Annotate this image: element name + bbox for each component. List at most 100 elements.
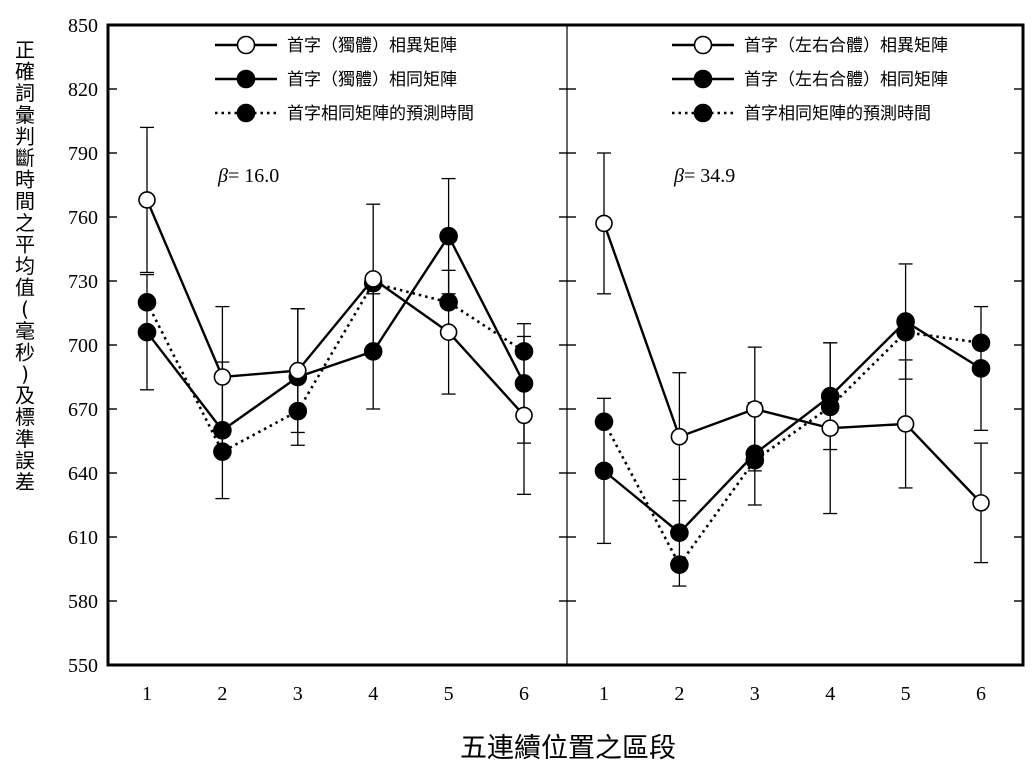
legend-marker [693,103,713,123]
y-axis-label-char: 標 [15,405,35,429]
y-tick-label: 670 [68,399,98,421]
beta-symbol: β [217,165,228,187]
y-axis-label-char: 判 [15,124,35,148]
y-axis-label-char: 及 [15,384,35,408]
y-tick-label: 730 [68,271,98,293]
x-axis: 1 2 3 4 5 6 1 2 3 4 5 6 [142,683,986,705]
legend-marker [236,103,256,123]
y-axis-label-char: 均 [15,254,35,278]
y-axis-label-char: 毫 [15,319,35,343]
data-point [213,368,232,386]
x-tick-label: 4 [368,683,378,705]
legend-label: 首字相同矩陣的預測時間 [744,104,931,124]
y-axis-label-char: 斷 [15,146,35,170]
data-point [137,322,157,342]
x-tick-label: 6 [519,683,529,705]
x-axis-label: 五連續位置之區段 [460,733,676,764]
series-line [602,223,982,504]
data-point [745,400,764,418]
x-tick-label: 6 [976,683,986,705]
legend-label: 首字（獨體）相異矩陣 [287,36,457,56]
data-point [896,312,915,331]
series-line [145,199,525,417]
series-line [602,330,982,568]
data-point [363,342,383,361]
legend-label: 首字（獨體）相同矩陣 [287,70,457,90]
x-tick-label: 3 [293,683,303,705]
beta-annotation: β= 16.0 [217,165,279,187]
y-axis-label-char: 之 [15,211,35,235]
data-point [972,494,990,512]
y-axis: 550 580 610 640 670 700 730 760 790 820 850 [68,15,1023,677]
beta-value: = 34.9 [684,165,735,187]
y-axis-label-char: ) [21,362,29,386]
y-tick-label: 790 [68,143,98,165]
legend-marker [236,35,256,55]
data-point [515,406,533,425]
x-tick-label: 1 [599,683,609,705]
legend-label: 首字（左右合體）相同矩陣 [744,70,948,90]
y-axis-label-char: 準 [15,427,35,451]
data-point [595,214,613,233]
data-point [670,555,689,575]
y-axis-label-char: 誤 [15,448,35,472]
y-axis-label-char: 差 [15,470,35,494]
y-axis-label-char: 確 [15,60,35,84]
y-tick-label: 640 [68,463,98,485]
data-point [745,444,765,464]
data-point [514,374,534,393]
data-point [820,386,840,406]
data-point [364,270,383,288]
data-point [594,461,614,481]
y-axis-label-char: 秒 [15,340,35,364]
y-axis-label-char: 彙 [15,103,35,127]
y-axis-label-char: ( [21,297,29,321]
legend-label: 首字（左右合體）相異矩陣 [744,36,948,56]
y-axis-label-char: 詞 [15,81,35,105]
data-point [439,226,458,246]
data-point [288,401,308,421]
legend-marker [236,69,256,89]
series-line [603,320,982,535]
legend-marker [693,35,713,55]
data-point [213,442,232,461]
y-axis-label-char: 值 [15,276,35,300]
data-point [138,191,156,209]
data-point [213,421,232,440]
beta-symbol: β [673,165,684,187]
x-tick-label: 5 [901,683,911,705]
beta-annotation: β= 34.9 [673,165,735,187]
series-line [145,281,525,454]
x-tick-label: 2 [674,683,684,705]
beta-value: = 16.0 [228,165,279,187]
y-tick-label: 610 [68,527,98,549]
y-tick-label: 580 [68,591,98,613]
data-point [439,293,458,312]
legend-label: 首字相同矩陣的預測時間 [287,104,474,124]
data-point [288,361,307,380]
data-point [439,323,458,342]
data-point [971,359,991,378]
y-axis-label-char: 平 [15,232,35,256]
series-line [146,233,526,432]
x-tick-label: 5 [444,683,454,705]
data-point [971,333,991,353]
data-point [514,342,534,361]
legend-marker [693,69,713,89]
data-point [821,419,840,438]
y-axis-label-char: 正 [15,38,35,62]
x-tick-label: 2 [217,683,227,705]
x-tick-label: 3 [750,683,760,705]
y-axis-label-char: 時 [15,168,35,192]
data-point [670,523,689,543]
data-point [137,293,157,312]
y-tick-label: 850 [68,15,98,37]
y-tick-label: 820 [68,79,98,101]
y-tick-label: 550 [68,655,98,677]
x-tick-label: 1 [142,683,152,705]
x-tick-label: 4 [825,683,835,705]
